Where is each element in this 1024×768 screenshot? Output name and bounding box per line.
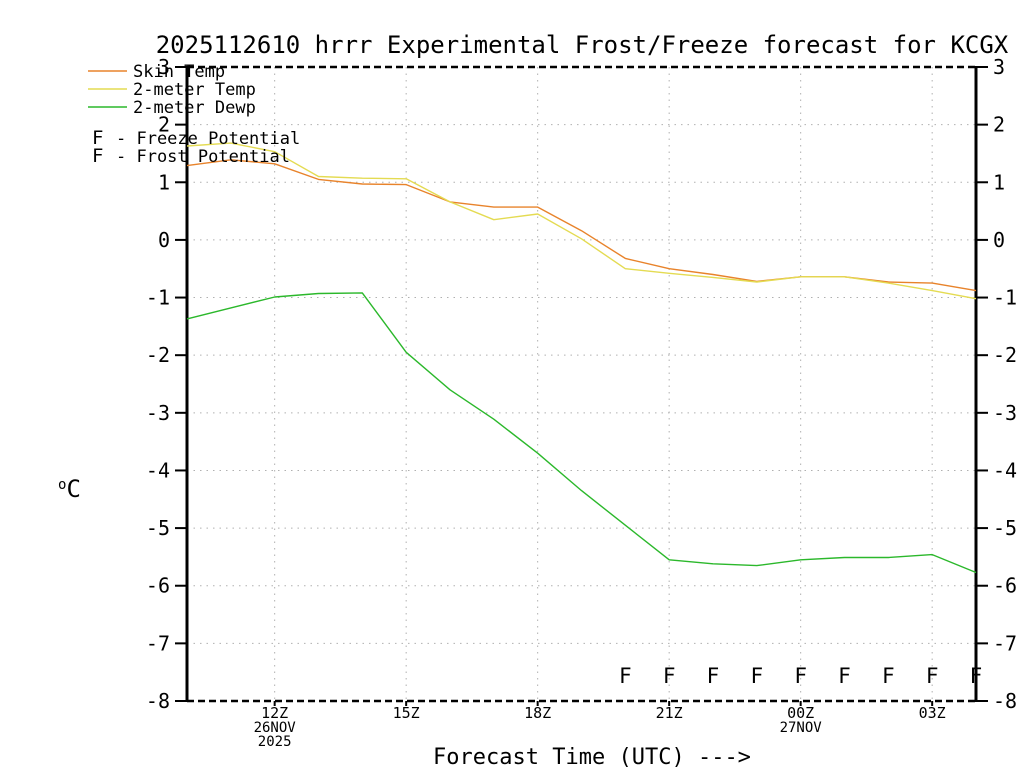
y-tick-label-left: -7 bbox=[146, 631, 170, 655]
x-tick-label: 18Z bbox=[524, 704, 551, 722]
freeze-potential-marker: F bbox=[619, 664, 632, 688]
legend-line-label: 2-meter Temp bbox=[133, 80, 256, 100]
x-tick-label: 03Z bbox=[919, 704, 946, 722]
legend-marker-label: - Frost Potential bbox=[116, 147, 290, 167]
y-tick-label-left: 3 bbox=[158, 55, 170, 79]
y-tick-label-left: -1 bbox=[146, 286, 170, 310]
y-tick-label-left: -6 bbox=[146, 574, 170, 598]
series-line-2-meter-temp bbox=[186, 142, 977, 300]
y-tick-label-right: -2 bbox=[993, 343, 1017, 367]
y-tick-label-left: -3 bbox=[146, 401, 170, 425]
y-tick-label-right: -6 bbox=[993, 574, 1017, 598]
y-tick-label-right: -4 bbox=[993, 458, 1017, 482]
y-tick-label-right: 3 bbox=[993, 55, 1005, 79]
y-tick-label-left: 2 bbox=[158, 113, 170, 137]
y-tick-label-left: -4 bbox=[146, 458, 170, 482]
legend-marker-symbol: F bbox=[92, 127, 103, 149]
x-tick-label: 21Z bbox=[656, 704, 683, 722]
y-tick-label-right: 0 bbox=[993, 228, 1005, 252]
series-line-skin-temp bbox=[186, 159, 977, 292]
x-tick-label: 00Z bbox=[787, 704, 814, 722]
y-tick-label-left: -8 bbox=[146, 689, 170, 713]
data-series-lines bbox=[186, 142, 977, 574]
y-tick-label-right: 2 bbox=[993, 113, 1005, 137]
legend-marker-label: - Freeze Potential bbox=[116, 129, 300, 149]
y-tick-label-right: -5 bbox=[993, 516, 1017, 540]
x-tick-date-label: 26NOV bbox=[254, 720, 297, 736]
freeze-potential-marker: F bbox=[794, 664, 807, 688]
legend-marker-symbol: F bbox=[92, 145, 103, 167]
freeze-potential-marker: F bbox=[751, 664, 764, 688]
freeze-potential-marker: F bbox=[970, 664, 983, 688]
x-tick-date-label: 27NOV bbox=[780, 720, 823, 736]
y-tick-label-left: -2 bbox=[146, 343, 170, 367]
y-tick-label-right: 1 bbox=[993, 170, 1005, 194]
series-line-2-meter-dewp bbox=[186, 292, 977, 574]
y-axis-unit-text: oC bbox=[58, 475, 81, 503]
y-tick-label-left: -5 bbox=[146, 516, 170, 540]
x-tick-label: 15Z bbox=[393, 704, 420, 722]
freeze-potential-marker: F bbox=[707, 664, 720, 688]
legend-line-label: Skin Temp bbox=[133, 62, 225, 82]
x-axis-title: Forecast Time (UTC) ---> bbox=[433, 745, 751, 768]
freeze-potential-marker: F bbox=[838, 664, 851, 688]
freeze-potential-marker: F bbox=[663, 664, 676, 688]
chart-title: 2025112610 hrrr Experimental Frost/Freez… bbox=[156, 31, 1009, 59]
y-tick-label-right: -3 bbox=[993, 401, 1017, 425]
y-axis-unit-label: oC bbox=[58, 475, 81, 503]
axis-tick-labels: -8 -8 -7 -7 -6 -6 -5 -5 -4 -4 -3 -3 -2 -2 -1 -1 0 0 1 1 2 2 3 3… bbox=[146, 55, 1017, 750]
y-tick-label-right: -1 bbox=[993, 286, 1017, 310]
freeze-potential-marker: F bbox=[882, 664, 895, 688]
y-tick-label-left: 0 bbox=[158, 228, 170, 252]
axes bbox=[185, 65, 978, 703]
y-tick-label-right: -8 bbox=[993, 689, 1017, 713]
axis-ticks bbox=[175, 66, 988, 706]
x-tick-label: 12Z bbox=[261, 704, 288, 722]
legend-line-label: 2-meter Dewp bbox=[133, 98, 256, 118]
y-tick-label-right: -7 bbox=[993, 631, 1017, 655]
y-tick-label-left: 1 bbox=[158, 170, 170, 194]
freeze-potential-marker: F bbox=[926, 664, 939, 688]
grid-lines bbox=[187, 67, 976, 701]
x-tick-year-label: 2025 bbox=[258, 734, 292, 750]
